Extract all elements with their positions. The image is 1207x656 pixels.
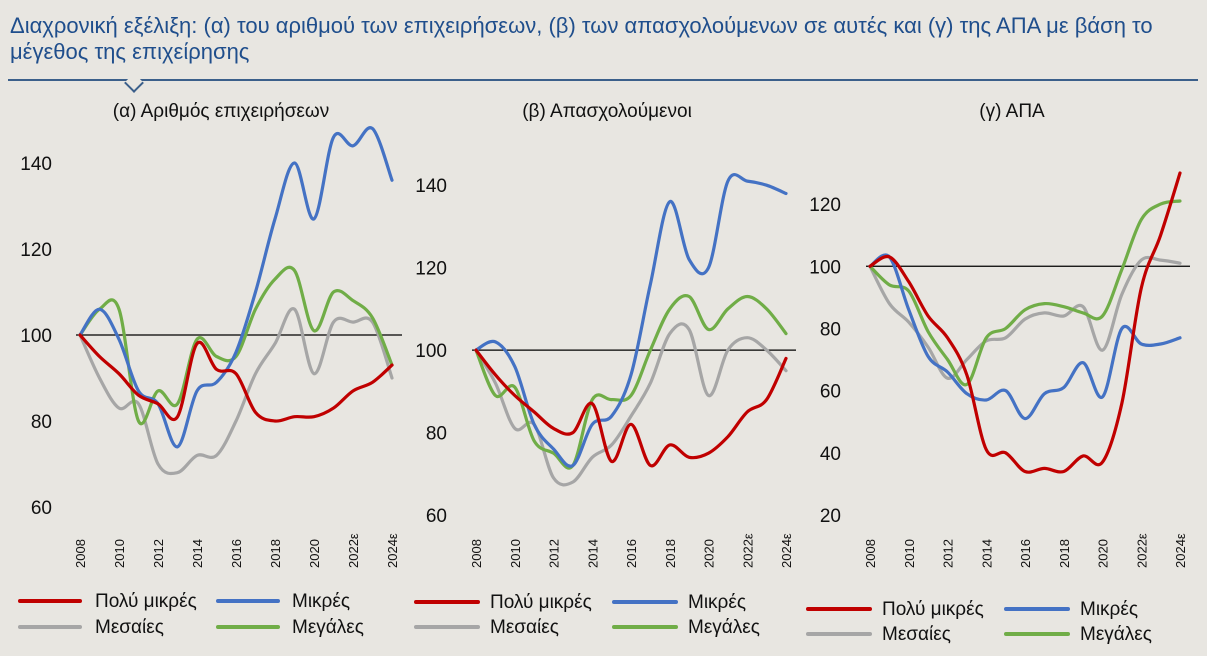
legend-label: Μεσαίες — [882, 624, 951, 645]
legend-label: Πολύ μικρές — [882, 599, 984, 620]
y-tick-label: 80 — [426, 424, 447, 445]
x-tick-label: 2020 — [1096, 539, 1111, 568]
chart-panel-1: (α) Αριθμός επιχειρήσεων 60 80 100 120 140 200… — [18, 101, 402, 638]
y-tick-label: 60 — [31, 498, 52, 519]
y-tick-label: 140 — [20, 154, 52, 175]
y-tick-label: 100 — [20, 326, 52, 347]
series-line-4 — [474, 294, 788, 470]
y-tick-label: 40 — [820, 444, 841, 465]
y-tick-label: 120 — [415, 259, 447, 280]
x-tick-label: 2010 — [112, 539, 127, 568]
series-line-2 — [78, 126, 394, 449]
legend-label: Πολύ μικρές — [490, 592, 592, 613]
y-tick-label: 140 — [415, 176, 447, 197]
series-line-4 — [868, 199, 1182, 387]
y-tick-label: 120 — [809, 195, 841, 216]
x-tick-label: 2012 — [941, 539, 956, 568]
series-line-3 — [868, 255, 1182, 380]
x-tick-label: 2020 — [307, 539, 322, 568]
legend-label: Μεγάλες — [688, 617, 760, 638]
x-tick-label: 2024ε — [779, 533, 794, 568]
y-tick-label: 20 — [820, 506, 841, 527]
legend-label: Μεσαίες — [490, 617, 559, 638]
legend-label: Πολύ μικρές — [95, 591, 197, 612]
series-line-1 — [474, 348, 788, 468]
series-line-2 — [868, 253, 1182, 421]
legend-label: Μικρές — [1080, 599, 1138, 620]
legend-label: Μικρές — [292, 591, 350, 612]
x-tick-label: 2008 — [863, 539, 878, 568]
series-line-2 — [474, 173, 788, 468]
x-tick-label: 2016 — [1018, 539, 1033, 568]
x-tick-label: 2018 — [1057, 539, 1072, 568]
x-tick-label: 2024ε — [1173, 533, 1188, 568]
chart-title: (γ) ΑΠΑ — [979, 101, 1045, 122]
y-tick-label: 100 — [809, 257, 841, 278]
x-tick-label: 2014 — [979, 539, 994, 568]
y-tick-label: 80 — [820, 319, 841, 340]
chart-panel-3: (γ) ΑΠΑ 20 40 60 80 100 120 2008 2010 2012 2014 201… — [806, 101, 1190, 645]
y-tick-label: 120 — [20, 240, 52, 261]
x-tick-label: 2010 — [902, 539, 917, 568]
series-line-3 — [78, 307, 394, 476]
chart-title: (β) Απασχολούμενοι — [522, 101, 692, 122]
y-tick-label: 60 — [426, 506, 447, 527]
series-line-4 — [78, 265, 394, 426]
x-tick-label: 2018 — [663, 539, 678, 568]
legend-label: Μικρές — [688, 592, 746, 613]
chart-panel-2: (β) Απασχολούμενοι 60 80 100 120 140 2008 2010 2… — [414, 101, 796, 638]
x-tick-label: 2022ε — [346, 533, 361, 568]
x-tick-label: 2018 — [268, 539, 283, 568]
chart-title: (α) Αριθμός επιχειρήσεων — [113, 101, 329, 122]
x-tick-label: 2016 — [624, 539, 639, 568]
y-tick-label: 60 — [820, 382, 841, 403]
y-tick-label: 80 — [31, 412, 52, 433]
series-line-1 — [78, 333, 394, 423]
x-tick-label: 2016 — [229, 539, 244, 568]
legend-label: Μεγάλες — [1080, 624, 1152, 645]
x-tick-label: 2012 — [547, 539, 562, 568]
y-tick-label: 100 — [415, 341, 447, 362]
series-line-1 — [868, 171, 1182, 474]
x-tick-label: 2024ε — [385, 533, 400, 568]
legend-label: Μεσαίες — [95, 617, 164, 638]
header-divider — [8, 79, 1198, 81]
x-tick-label: 2008 — [469, 539, 484, 568]
page-title: Διαχρονική εξέλιξη: (α) του αριθμού των … — [10, 13, 1153, 64]
x-tick-label: 2014 — [190, 539, 205, 568]
x-tick-label: 2014 — [585, 539, 600, 568]
x-tick-label: 2012 — [151, 539, 166, 568]
legend-label: Μεγάλες — [292, 617, 364, 638]
x-tick-label: 2022ε — [1134, 533, 1149, 568]
x-tick-label: 2008 — [73, 539, 88, 568]
x-tick-label: 2020 — [702, 539, 717, 568]
x-tick-label: 2010 — [508, 539, 523, 568]
x-tick-label: 2022ε — [740, 533, 755, 568]
